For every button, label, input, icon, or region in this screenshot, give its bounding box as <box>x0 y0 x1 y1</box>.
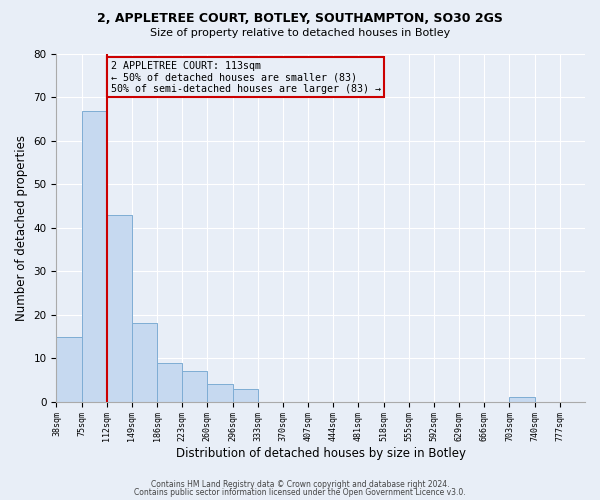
Bar <box>509 398 535 402</box>
Text: Contains HM Land Registry data © Crown copyright and database right 2024.: Contains HM Land Registry data © Crown c… <box>151 480 449 489</box>
Bar <box>182 372 208 402</box>
Bar <box>82 110 107 402</box>
Bar <box>107 215 132 402</box>
Bar <box>208 384 233 402</box>
Text: 2, APPLETREE COURT, BOTLEY, SOUTHAMPTON, SO30 2GS: 2, APPLETREE COURT, BOTLEY, SOUTHAMPTON,… <box>97 12 503 26</box>
Y-axis label: Number of detached properties: Number of detached properties <box>15 135 28 321</box>
Text: 2 APPLETREE COURT: 113sqm
← 50% of detached houses are smaller (83)
50% of semi-: 2 APPLETREE COURT: 113sqm ← 50% of detac… <box>110 60 380 94</box>
Text: Size of property relative to detached houses in Botley: Size of property relative to detached ho… <box>150 28 450 38</box>
Bar <box>56 336 82 402</box>
Bar <box>157 362 182 402</box>
Text: Contains public sector information licensed under the Open Government Licence v3: Contains public sector information licen… <box>134 488 466 497</box>
X-axis label: Distribution of detached houses by size in Botley: Distribution of detached houses by size … <box>176 447 466 460</box>
Bar <box>233 388 258 402</box>
Bar <box>132 324 157 402</box>
